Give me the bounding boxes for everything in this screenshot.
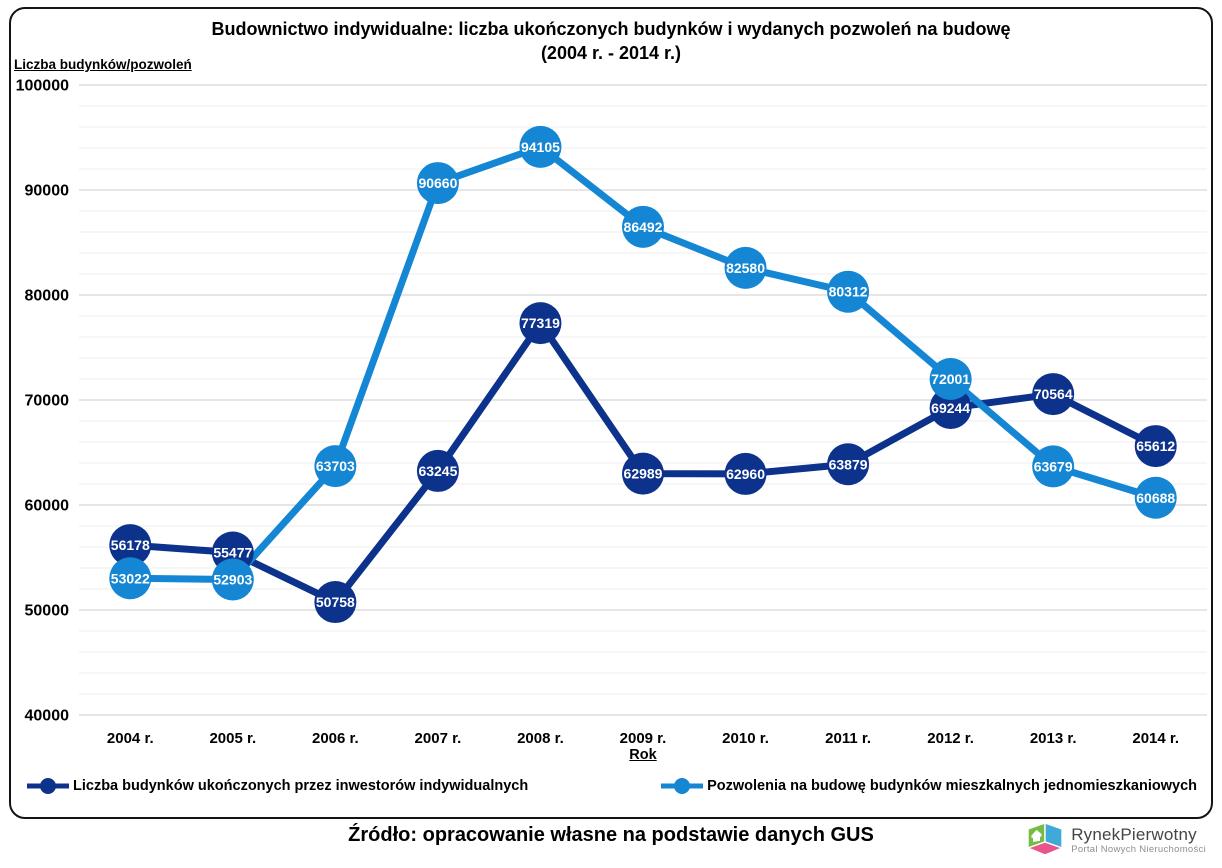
data-point-label: 86492	[624, 219, 663, 235]
data-point-label: 63679	[1034, 458, 1073, 474]
data-point-marker	[827, 270, 870, 313]
data-point-marker	[109, 524, 152, 567]
data-point-marker	[929, 357, 972, 400]
data-point-marker	[1032, 373, 1075, 416]
data-point-marker	[622, 452, 664, 495]
house-icon	[1031, 830, 1042, 842]
x-axis-title: Rok	[629, 747, 657, 763]
x-tick-label: 2007 r.	[415, 730, 462, 747]
data-point-marker	[519, 125, 562, 168]
x-tick-label: 2012 r.	[927, 730, 974, 747]
data-point-label: 90660	[418, 175, 457, 191]
y-tick-label: 100000	[16, 78, 69, 95]
y-tick-label: 90000	[25, 183, 70, 200]
data-point-label: 52903	[213, 572, 252, 588]
data-point-marker	[1134, 425, 1177, 468]
data-point-label: 72001	[931, 371, 970, 387]
x-tick-label: 2008 r.	[517, 730, 564, 747]
data-point-marker	[519, 302, 562, 345]
x-tick-label: 2014 r.	[1132, 730, 1179, 747]
data-point-label: 63703	[316, 458, 355, 474]
data-point-label: 63245	[418, 463, 457, 479]
data-point-label: 63879	[829, 456, 868, 472]
data-point-label: 82580	[726, 260, 765, 276]
x-tick-label: 2009 r.	[620, 730, 667, 747]
data-point-label: 65612	[1136, 438, 1175, 454]
data-point-marker	[724, 452, 767, 495]
y-tick-label: 80000	[25, 288, 70, 305]
data-point-label: 55477	[213, 544, 252, 560]
legend-marker-dark-line-icon	[27, 778, 69, 794]
legend-item-completed-buildings: Liczba budynków ukończonych przez inwest…	[25, 777, 528, 795]
y-tick-label: 40000	[25, 708, 70, 725]
data-point-marker	[314, 581, 357, 624]
data-point-label: 50758	[316, 594, 355, 610]
data-point-marker	[827, 443, 870, 486]
data-point-marker	[622, 205, 664, 248]
source-caption: Źródło: opracowanie własne na podstawie …	[348, 824, 874, 846]
x-tick-label: 2006 r.	[312, 730, 359, 747]
rynekpierwotny-logo: RynekPierwotny Portal Nowych Nieruchomoś…	[1025, 822, 1206, 860]
logo-tagline: Portal Nowych Nieruchomości	[1071, 844, 1206, 856]
data-point-label: 56178	[111, 537, 150, 553]
cube-house-icon	[1026, 822, 1065, 856]
data-point-marker	[416, 449, 459, 492]
legend-marker-light-line-icon	[661, 778, 704, 794]
legend-label-completed-buildings: Liczba budynków ukończonych przez inwest…	[73, 778, 529, 794]
data-point-marker	[1134, 476, 1177, 519]
y-axis-title: Liczba budynków/pozwoleń	[14, 57, 192, 72]
data-point-label: 53022	[111, 570, 150, 586]
data-point-label: 70564	[1034, 386, 1073, 402]
chart-title-line2: (2004 r. - 2014 r.)	[540, 43, 682, 64]
data-point-marker	[929, 386, 972, 429]
legend-label-building-permits: Pozwolenia na budowę budynków mieszkalny…	[707, 778, 1197, 794]
y-tick-label: 70000	[25, 393, 70, 410]
x-tick-label: 2011 r.	[825, 730, 871, 747]
data-point-marker	[1032, 445, 1075, 488]
x-tick-label: 2005 r.	[209, 730, 256, 747]
data-point-label: 80312	[829, 284, 868, 300]
data-point-label: 60688	[1136, 490, 1175, 506]
data-point-label: 62989	[624, 466, 663, 482]
x-tick-label: 2004 r.	[107, 730, 154, 747]
data-point-label: 62960	[726, 466, 765, 482]
chart-title-line1: Budownictwo indywidualne: liczba ukończo…	[211, 19, 1011, 39]
x-tick-label: 2013 r.	[1030, 730, 1077, 747]
chart-container: Budownictwo indywidualne: liczba ukończo…	[9, 7, 1213, 819]
y-tick-label: 60000	[25, 498, 70, 515]
chart-plot: 40000 50000 60000 70000 80000 90000 100000 2004…	[16, 78, 1207, 747]
data-point-label: 77319	[521, 315, 560, 331]
chart-title: Budownictwo indywidualne: liczba ukończo…	[11, 17, 1211, 66]
chart-legend: Liczba budynków ukończonych przez inwest…	[11, 777, 1211, 795]
y-tick-label: 50000	[25, 603, 70, 620]
data-point-label: 94105	[521, 139, 560, 155]
data-point-marker	[211, 558, 254, 601]
data-point-marker	[724, 246, 767, 289]
data-point-label: 69244	[931, 400, 970, 416]
legend-item-building-permits: Pozwolenia na budowę budynków mieszkalny…	[659, 777, 1197, 795]
data-point-marker	[314, 445, 357, 488]
logo-name: RynekPierwotny	[1071, 825, 1197, 845]
x-tick-label: 2010 r.	[722, 730, 769, 747]
data-point-marker	[109, 557, 152, 600]
data-point-marker	[416, 162, 459, 205]
